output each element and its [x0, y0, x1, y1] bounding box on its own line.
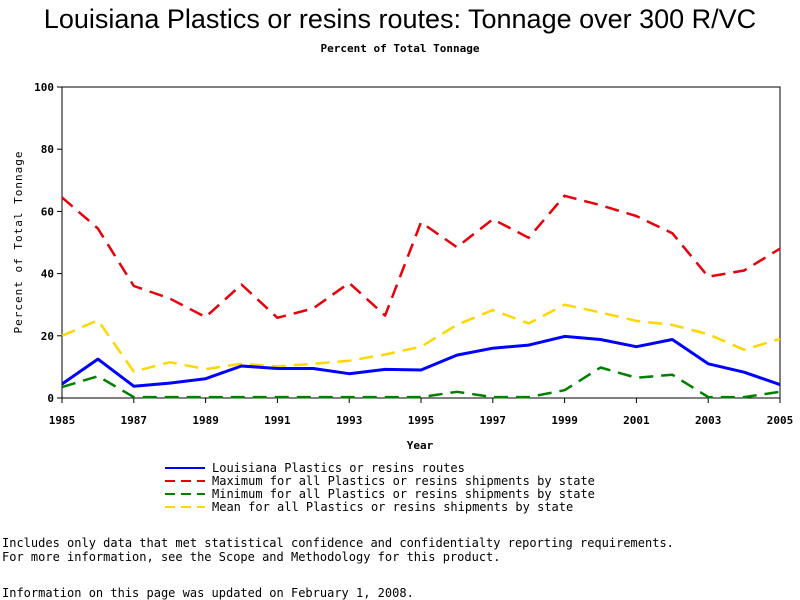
series-line-1	[61, 194, 781, 320]
line-chart: 0 20 40 60 80 100 1985 1987 1989 1991 1993 1995 199…	[12, 81, 794, 514]
chart-subtitle: Percent of Total Tonnage	[320, 42, 480, 55]
x-tick-label: 2003	[695, 414, 722, 427]
y-tick-label: 80	[41, 143, 54, 156]
x-tick-label: 1989	[192, 414, 219, 427]
y-tick-label: 100	[34, 81, 54, 94]
series-line-0	[61, 334, 781, 388]
y-tick-label: 0	[47, 392, 54, 405]
legend-label: Minimum for all Plastics or resins shipm…	[212, 487, 595, 501]
footnotes: Includes only data that met statistical …	[2, 536, 674, 564]
series-lines	[61, 194, 781, 399]
y-axis-label: Percent of Total Tonnage	[12, 151, 25, 334]
update-note: Information on this page was updated on …	[2, 586, 414, 600]
y-tick-label: 20	[41, 330, 54, 343]
y-tick-label: 40	[41, 268, 54, 281]
x-tick-label: 2005	[767, 414, 794, 427]
x-tick-label: 1993	[336, 414, 363, 427]
plot-area-frame	[61, 86, 781, 399]
x-tick-label: 2001	[623, 414, 650, 427]
legend: Louisiana Plastics or resins routesMaxim…	[165, 461, 595, 514]
x-axis: 1985 1987 1989 1991 1993 1995 1997 1999 2001 2003…	[49, 398, 794, 427]
x-tick-label: 1987	[121, 414, 148, 427]
footnote-line: For more information, see the Scope and …	[2, 550, 501, 564]
x-tick-label: 1985	[49, 414, 76, 427]
legend-label: Louisiana Plastics or resins routes	[212, 461, 465, 475]
y-axis: 0 20 40 60 80 100	[34, 81, 62, 405]
x-tick-label: 1999	[551, 414, 578, 427]
y-tick-label: 60	[41, 205, 54, 218]
legend-label: Mean for all Plastics or resins shipment…	[212, 500, 573, 514]
x-axis-label: Year	[407, 439, 434, 452]
x-tick-label: 1995	[408, 414, 435, 427]
chart-title: Louisiana Plastics or resins routes: Ton…	[43, 4, 757, 34]
footnote-line: Includes only data that met statistical …	[2, 536, 674, 550]
x-tick-label: 1991	[264, 414, 291, 427]
legend-label: Maximum for all Plastics or resins shipm…	[212, 474, 595, 488]
x-tick-label: 1997	[480, 414, 507, 427]
series-line-3	[61, 303, 781, 373]
